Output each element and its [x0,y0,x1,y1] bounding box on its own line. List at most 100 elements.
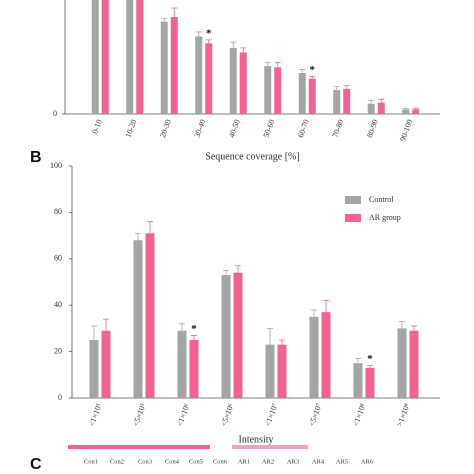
ar-band [232,445,308,449]
sample-label: AR2 [262,458,274,465]
error-bar [235,265,241,273]
legend-label: Control [369,195,394,204]
bar [333,90,341,114]
sample-label: Con1 [84,458,98,465]
error-bar [195,31,202,37]
error-bar [399,321,405,329]
sample-label: Con3 [138,458,152,465]
bar [136,0,144,115]
bar [412,109,420,114]
bar [353,363,363,398]
x-tick-label: <1×10⁷ [263,402,280,428]
error-bar [264,62,271,67]
sample-label: Con5 [189,458,203,465]
x-axis-label: Intensity [239,434,274,445]
x-tick-label: <5×10⁷ [307,402,324,428]
bar [274,67,282,114]
bar [308,78,316,114]
error-bar [179,323,185,331]
error-bar [367,365,373,368]
bar [229,47,237,114]
error-bar [355,358,361,364]
error-bar [299,69,306,73]
error-bar [191,334,197,340]
error-bar [343,85,350,89]
error-bar [223,270,229,276]
sample-label: AR6 [361,458,374,465]
bar [409,330,419,398]
annotation: * [310,64,316,76]
error-bar [412,107,419,110]
error-bar [333,86,340,91]
annotation: * [367,353,373,365]
error-bar [378,98,385,103]
y-tick-label: 0 [53,109,57,118]
bar [265,344,275,398]
error-bar [267,328,273,345]
x-tick-label: <5×10⁵ [131,402,148,428]
error-bar [274,62,281,68]
x-tick-label: <1×10⁵ [87,402,104,428]
error-bar [205,39,212,44]
control-band [68,445,210,449]
bar [367,103,375,114]
error-bar [230,41,237,48]
bar [321,312,331,398]
bar [298,72,306,114]
legend-swatch [345,214,361,222]
bar [239,52,247,114]
y-tick-label: 0 [58,393,62,402]
sample-label: AR4 [312,458,325,465]
x-tick-label: 20-30 [158,118,173,139]
bar [397,328,407,398]
bar [101,0,109,115]
error-bar [161,17,168,22]
x-tick-label: 10-20 [124,118,139,139]
x-tick-label: 40-50 [227,118,242,139]
x-axis-label: Sequence coverage [%] [205,151,299,162]
x-tick-label: 80-90 [365,118,380,139]
bar [170,17,178,115]
bar [195,36,203,115]
bar [160,21,168,114]
x-tick-label: 60-70 [296,118,311,139]
bar [343,88,351,114]
error-bar [103,318,109,331]
bar [177,330,187,398]
bar [402,109,410,114]
x-tick-label: 0-10 [90,118,103,135]
error-bar [411,325,417,331]
bar [264,66,272,114]
x-tick-label: 50-60 [262,118,277,139]
bar [377,102,385,114]
bar [145,233,155,398]
sample-label: AR3 [287,458,299,465]
y-tick-label: 80 [54,207,62,216]
error-bar [147,221,153,234]
bar [309,316,319,398]
bar [221,275,231,398]
bar [101,330,111,398]
error-bar [91,325,97,340]
bar [91,0,99,115]
bar [233,272,243,398]
bar [365,367,375,398]
error-bar [240,47,247,53]
x-tick-label: <1×10⁶ [175,402,192,428]
y-tick-label: 100 [50,161,62,170]
bar [277,344,287,398]
x-tick-label: <1×10⁸ [351,402,368,428]
error-bar [309,75,316,79]
sample-label: AR5 [336,458,348,465]
legend-swatch [345,196,361,204]
panel-label: C [30,456,42,473]
error-bar [402,107,409,110]
bar [189,340,199,398]
bar [205,43,213,114]
panel-label: B [30,149,42,166]
y-tick-label: 40 [54,300,62,309]
x-tick-label: 90-100 [398,118,414,142]
error-bar [171,7,178,18]
x-tick-label: 30-40 [193,118,208,139]
error-bar [368,99,375,104]
